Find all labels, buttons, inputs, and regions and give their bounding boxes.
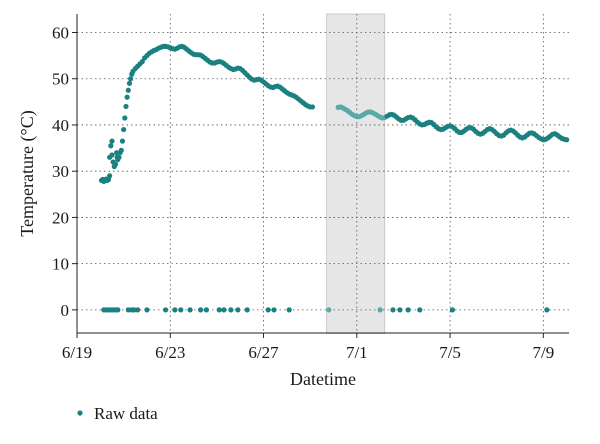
data-point (417, 307, 423, 313)
data-point (122, 115, 128, 121)
data-point (109, 138, 115, 144)
data-point (390, 307, 396, 313)
data-point (178, 307, 184, 313)
legend-label: Raw data (94, 404, 158, 423)
data-point (109, 152, 115, 158)
data-point (119, 138, 126, 144)
data-point (126, 80, 133, 86)
x-tick-label: 6/27 (248, 343, 279, 362)
data-point (203, 307, 210, 313)
y-tick-label: 30 (52, 162, 69, 181)
y-tick-label: 50 (52, 70, 69, 89)
x-axis-title: Datetime (290, 369, 356, 389)
y-tick-label: 20 (52, 208, 69, 227)
data-point (115, 307, 121, 313)
data-point (271, 307, 277, 313)
data-point (449, 307, 456, 313)
data-point (144, 307, 150, 313)
data-point (118, 147, 124, 153)
data-point (121, 126, 127, 133)
data-point (286, 307, 292, 313)
data-point (405, 307, 411, 313)
data-point (108, 143, 114, 149)
data-point (265, 307, 271, 313)
data-point (244, 307, 250, 313)
data-point (544, 307, 550, 313)
x-tick-label: 6/19 (62, 343, 92, 362)
data-point (172, 307, 178, 313)
legend-marker (77, 410, 83, 416)
data-point (309, 104, 316, 110)
data-point (139, 59, 145, 65)
x-tick-label: 6/23 (155, 343, 185, 362)
data-point (163, 307, 169, 313)
data-point (228, 307, 234, 313)
data-point (123, 103, 129, 110)
data-point (107, 173, 113, 179)
data-point (112, 161, 119, 167)
data-point (221, 307, 227, 313)
data-point (326, 307, 332, 313)
highlight-region (326, 13, 386, 334)
y-tick-label: 40 (52, 116, 69, 135)
data-point (116, 154, 122, 160)
data-point (377, 307, 383, 313)
y-axis-title: Temperature (°C) (17, 110, 38, 236)
x-tick-label: 7/5 (439, 343, 461, 362)
data-point (125, 87, 131, 93)
data-point (187, 307, 193, 313)
data-point (564, 137, 570, 143)
data-point (124, 94, 130, 100)
data-point (235, 307, 241, 313)
data-point (135, 307, 141, 313)
data-point (128, 76, 134, 82)
data-point (197, 307, 204, 313)
y-tick-label: 60 (52, 23, 69, 42)
y-tick-label: 10 (52, 255, 69, 274)
data-point (216, 307, 222, 313)
y-tick-label: 0 (61, 301, 70, 320)
data-point (397, 307, 403, 313)
x-tick-label: 7/9 (532, 343, 554, 362)
x-tick-label: 7/1 (346, 343, 368, 362)
